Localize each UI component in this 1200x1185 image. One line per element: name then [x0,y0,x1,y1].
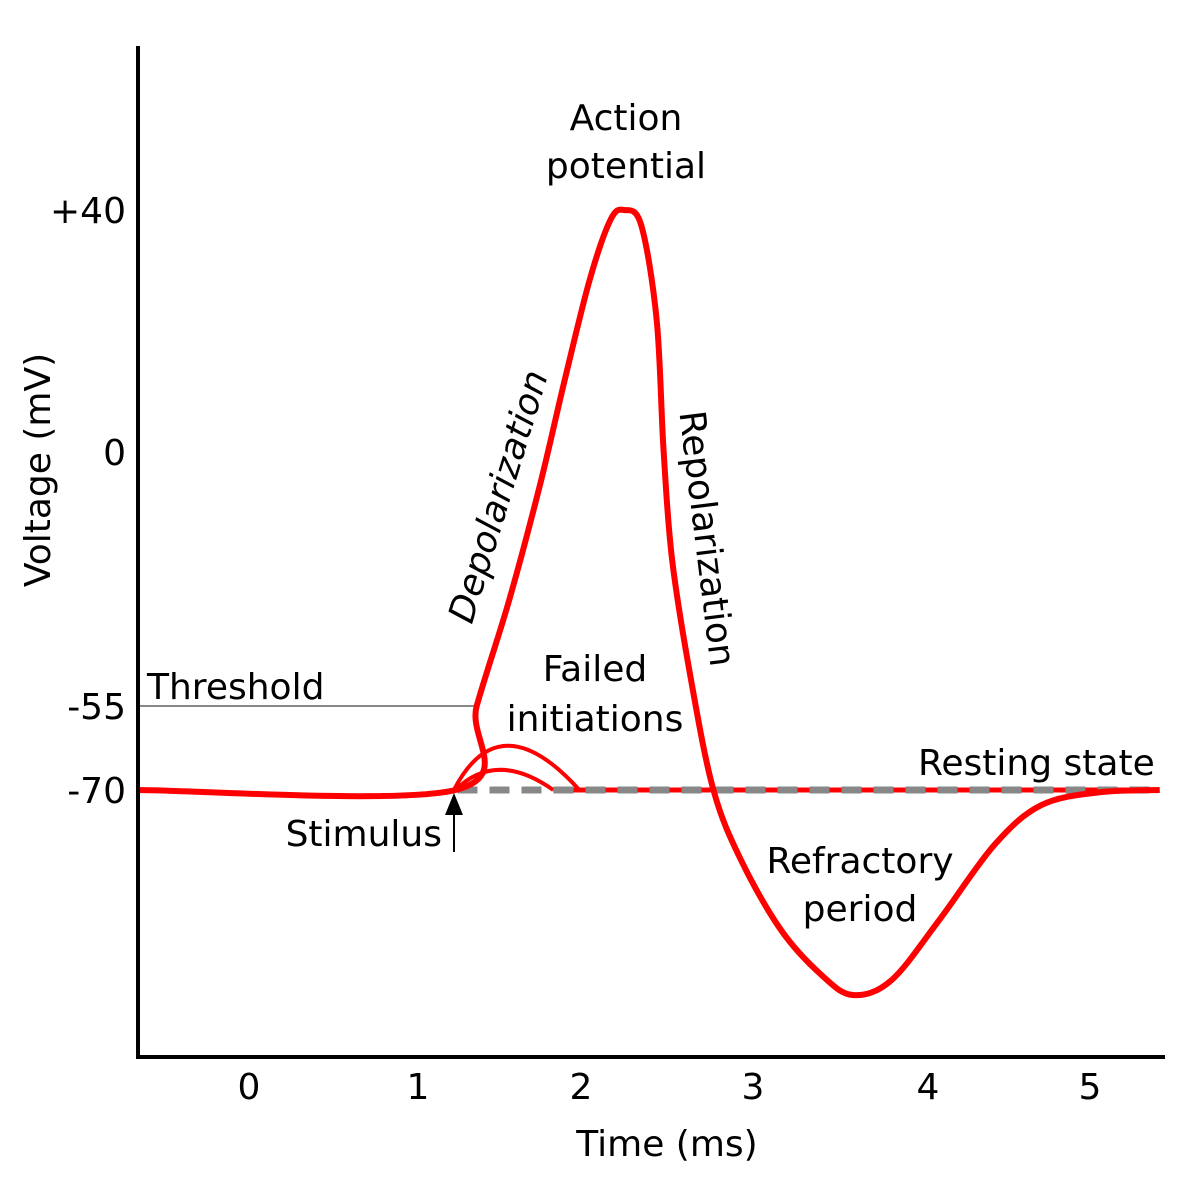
stimulus-arrow-icon [445,793,463,852]
x-tick-label: 5 [1079,1067,1102,1108]
action-potential-label-1: Action [570,98,683,139]
action-potential-curve [137,206,1160,999]
action-potential-label-2: potential [546,146,706,187]
failed-initiation-curve [452,743,581,792]
failed-initiations-label-1: Failed [543,649,647,690]
x-tick-label: 2 [570,1067,593,1108]
y-tick-label: -55 [67,687,126,728]
resting-state-label: Resting state [918,743,1155,784]
y-tick-label: 0 [103,433,126,474]
y-tick-label: -70 [67,771,126,812]
stimulus-label: Stimulus [286,814,442,855]
y-tick-label: +40 [50,191,126,232]
refractory-period-label-2: period [803,889,918,930]
x-tick-label: 4 [917,1067,940,1108]
threshold-label: Threshold [146,667,324,708]
failed-initiations-label-2: initiations [507,699,684,740]
x-tick-label: 3 [742,1067,765,1108]
refractory-period-label-1: Refractory [766,841,953,882]
x-tick-label: 0 [238,1067,261,1108]
x-tick-label: 1 [407,1067,430,1108]
failed-initiation-curve [454,768,555,792]
y-axis-label: Voltage (mV) [18,353,59,587]
x-axis-label: Time (ms) [575,1124,757,1165]
